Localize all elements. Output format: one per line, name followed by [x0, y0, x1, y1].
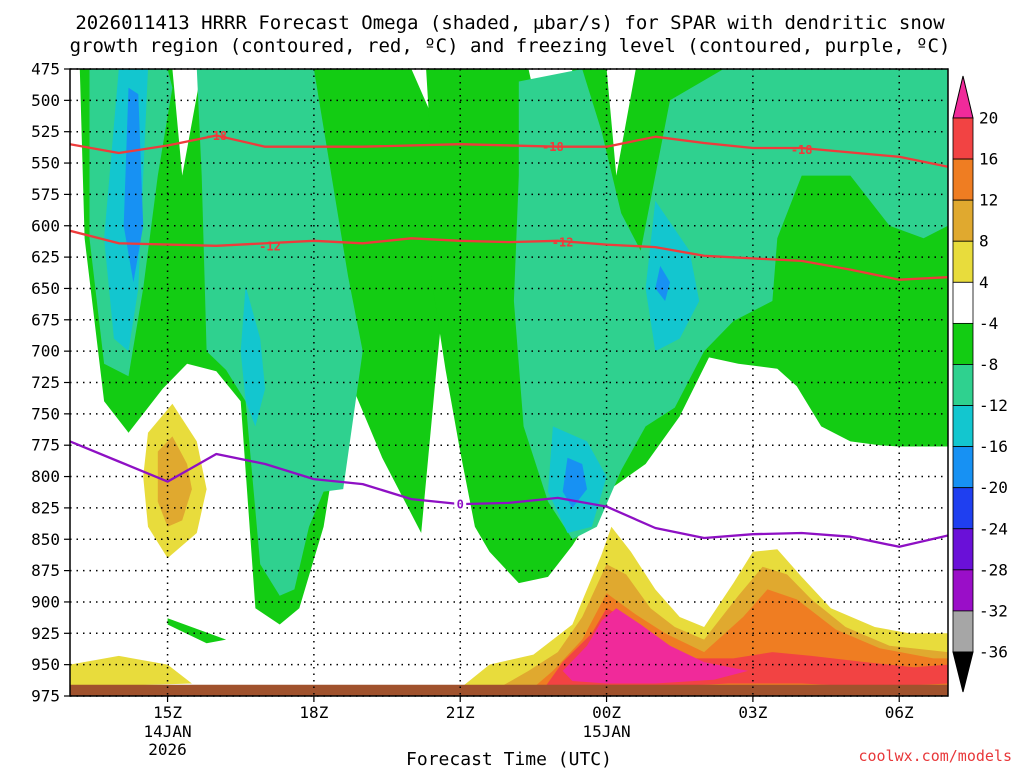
x-axis-label: Forecast Time (UTC): [406, 749, 612, 768]
colorbar-swatch-8: [952, 199, 974, 242]
colorbar-label--36: -36: [979, 643, 1008, 662]
colorbar-swatch--32: [952, 569, 974, 612]
colorbar-bottom-arrow: [952, 651, 974, 693]
colorbar-swatch--24: [952, 487, 974, 530]
colorbar-label-20: 20: [979, 109, 998, 128]
colorbar-swatch--4: [952, 281, 974, 324]
colorbar-label--20: -20: [979, 478, 1008, 497]
y-tick-label-950: 950: [31, 655, 60, 674]
omega-region-4-15: [70, 655, 192, 688]
omega-region--20-10: [562, 457, 587, 508]
y-tick-label-600: 600: [31, 216, 60, 235]
omega-region--16-6: [240, 285, 266, 427]
y-tick-label-550: 550: [31, 154, 60, 173]
contour-label-0: -18: [205, 129, 227, 143]
x-tick-label-06Z: 06Z: [885, 703, 914, 722]
y-axis: 475 500 525 550 575 600 625 650 675 700 725 750 775 8…: [31, 60, 70, 706]
contour-0: [70, 440, 948, 548]
colorbar-swatch-4: [952, 240, 974, 283]
colorbar-label--24: -24: [979, 519, 1008, 538]
x-tick-label-00Z: 00Z: [592, 703, 621, 722]
y-tick-label-775: 775: [31, 436, 60, 455]
colorbar-swatch--8: [952, 322, 974, 365]
y-tick-label-875: 875: [31, 561, 60, 580]
y-tick-label-525: 525: [31, 122, 60, 141]
chart-title-line2: growth region (contoured, red, ºC) and f…: [70, 35, 951, 57]
colorbar-swatch--16: [952, 405, 974, 448]
omega-region--8-12: [167, 618, 227, 644]
omega-region--20-9: [123, 87, 144, 283]
omega-region--16-7: [645, 200, 700, 352]
contour--18: [70, 134, 948, 168]
omega-region--20-11: [655, 265, 670, 301]
contour-layer: [70, 134, 948, 548]
x-tick-label-21Z: 21Z: [446, 703, 475, 722]
colorbar-label-4: 4: [979, 273, 989, 292]
omega-region--12-3: [196, 69, 363, 596]
y-tick-label-900: 900: [31, 592, 60, 611]
x-tick-label-03Z: 03Z: [738, 703, 767, 722]
colorbar-label-16: 16: [979, 150, 998, 169]
y-tick-label-750: 750: [31, 404, 60, 423]
chart-title-line1: 2026011413 HRRR Forecast Omega (shaded, …: [75, 12, 945, 34]
colorbar-label--16: -16: [979, 437, 1008, 456]
y-tick-label-725: 725: [31, 373, 60, 392]
x-tick-date-00Z: 15JAN: [582, 722, 630, 741]
y-tick-label-575: 575: [31, 185, 60, 204]
contour-label-bg-5: [454, 497, 467, 512]
y-tick-label-925: 925: [31, 624, 60, 643]
contour-label-2: -18: [791, 143, 813, 157]
y-tick-label-850: 850: [31, 530, 60, 549]
colorbar-label--12: -12: [979, 396, 1008, 415]
colorbar-label--28: -28: [979, 560, 1008, 579]
colorbar-swatch--28: [952, 528, 974, 571]
contour-label-3: -12: [259, 239, 281, 253]
colorbar-label--4: -4: [979, 314, 998, 333]
colorbar-swatch-16: [952, 117, 974, 160]
colorbar-swatch--20: [952, 446, 974, 489]
y-tick-label-975: 975: [31, 687, 60, 706]
colorbar-label--8: -8: [979, 355, 998, 374]
grid-layer: [70, 68, 948, 697]
omega-region-8-14: [157, 436, 192, 527]
colorbar: 20 16 12 8 4 -4 -8 -12 -16 -20 -24 -28 -32 -36: [952, 75, 1008, 693]
contour-label-layer: -18 -18 -18 -12 -12 0: [205, 129, 813, 512]
x-tick-label-18Z: 18Z: [299, 703, 328, 722]
omega-shading-layer: [70, 69, 948, 696]
x-tick-date-15Z: 14JAN: [143, 722, 191, 741]
y-tick-label-500: 500: [31, 91, 60, 110]
colorbar-swatch--36: [952, 610, 974, 653]
y-tick-label-800: 800: [31, 467, 60, 486]
y-tick-label-825: 825: [31, 498, 60, 517]
y-tick-label-475: 475: [31, 60, 60, 79]
y-tick-label-650: 650: [31, 279, 60, 298]
contour-label-5: 0: [457, 498, 464, 512]
contour-label-1: -18: [542, 140, 564, 154]
colorbar-swatch--12: [952, 364, 974, 406]
colorbar-label-12: 12: [979, 191, 998, 210]
colorbar-label-8: 8: [979, 232, 989, 251]
omega-region-ground-21: [70, 684, 948, 696]
x-tick-label-15Z: 15Z: [153, 703, 182, 722]
contour-label-4: -12: [552, 236, 574, 250]
y-tick-label-625: 625: [31, 248, 60, 267]
omega-region--12-4: [513, 69, 948, 540]
y-tick-label-700: 700: [31, 342, 60, 361]
y-tick-label-675: 675: [31, 310, 60, 329]
contour--12: [70, 229, 948, 281]
colorbar-swatch-12: [952, 158, 974, 201]
colorbar-label--32: -32: [979, 601, 1008, 620]
watermark: coolwx.com/models: [858, 747, 1012, 765]
x-tick-year-15Z: 2026: [148, 740, 187, 759]
